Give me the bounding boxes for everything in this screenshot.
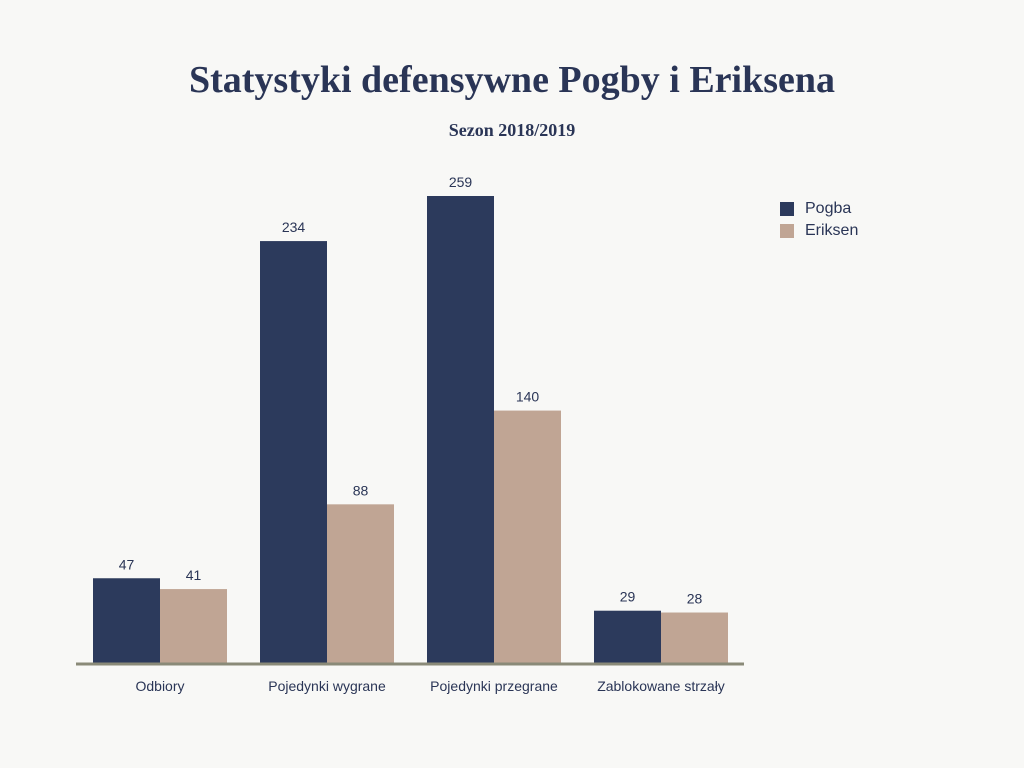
bar-pogba-3 (427, 196, 494, 663)
value-labels-group: 47 41 234 88 259 140 29 28 (119, 174, 703, 607)
category-label-4: Zablokowane strzały (597, 678, 725, 694)
bar-eriksen-1 (160, 589, 227, 663)
legend: Pogba Eriksen (780, 198, 858, 242)
value-label-pogba-3: 259 (449, 174, 473, 190)
category-label-2: Pojedynki wygrane (268, 678, 386, 694)
legend-label-eriksen: Eriksen (805, 222, 859, 239)
bar-pogba-4 (594, 610, 661, 663)
legend-swatch-eriksen (780, 224, 794, 238)
category-labels-group: Odbiory Pojedynki wygrane Pojedynki przegr… (135, 678, 724, 694)
legend-swatch-pogba (780, 202, 794, 216)
bar-eriksen-2 (327, 504, 394, 663)
bar-pogba-2 (260, 241, 327, 664)
bar-pogba-1 (93, 578, 160, 663)
legend-label-pogba: Pogba (805, 200, 852, 217)
chart-subtitle: Sezon 2018/2019 (448, 120, 576, 140)
value-label-pogba-4: 29 (620, 589, 636, 605)
bars-group (93, 196, 728, 664)
value-label-eriksen-2: 88 (353, 482, 369, 498)
value-label-eriksen-4: 28 (687, 591, 703, 607)
value-label-eriksen-1: 41 (186, 567, 202, 583)
legend-item-pogba: Pogba (780, 198, 858, 220)
value-label-eriksen-3: 140 (516, 389, 540, 405)
value-label-pogba-2: 234 (282, 219, 306, 235)
category-label-3: Pojedynki przegrane (430, 678, 558, 694)
chart-title: Statystyki defensywne Pogby i Eriksena (188, 59, 836, 101)
value-label-pogba-1: 47 (119, 556, 135, 572)
legend-item-eriksen: Eriksen (780, 220, 858, 242)
category-label-1: Odbiory (135, 678, 184, 694)
bar-eriksen-3 (494, 410, 561, 663)
bar-eriksen-4 (661, 612, 728, 663)
